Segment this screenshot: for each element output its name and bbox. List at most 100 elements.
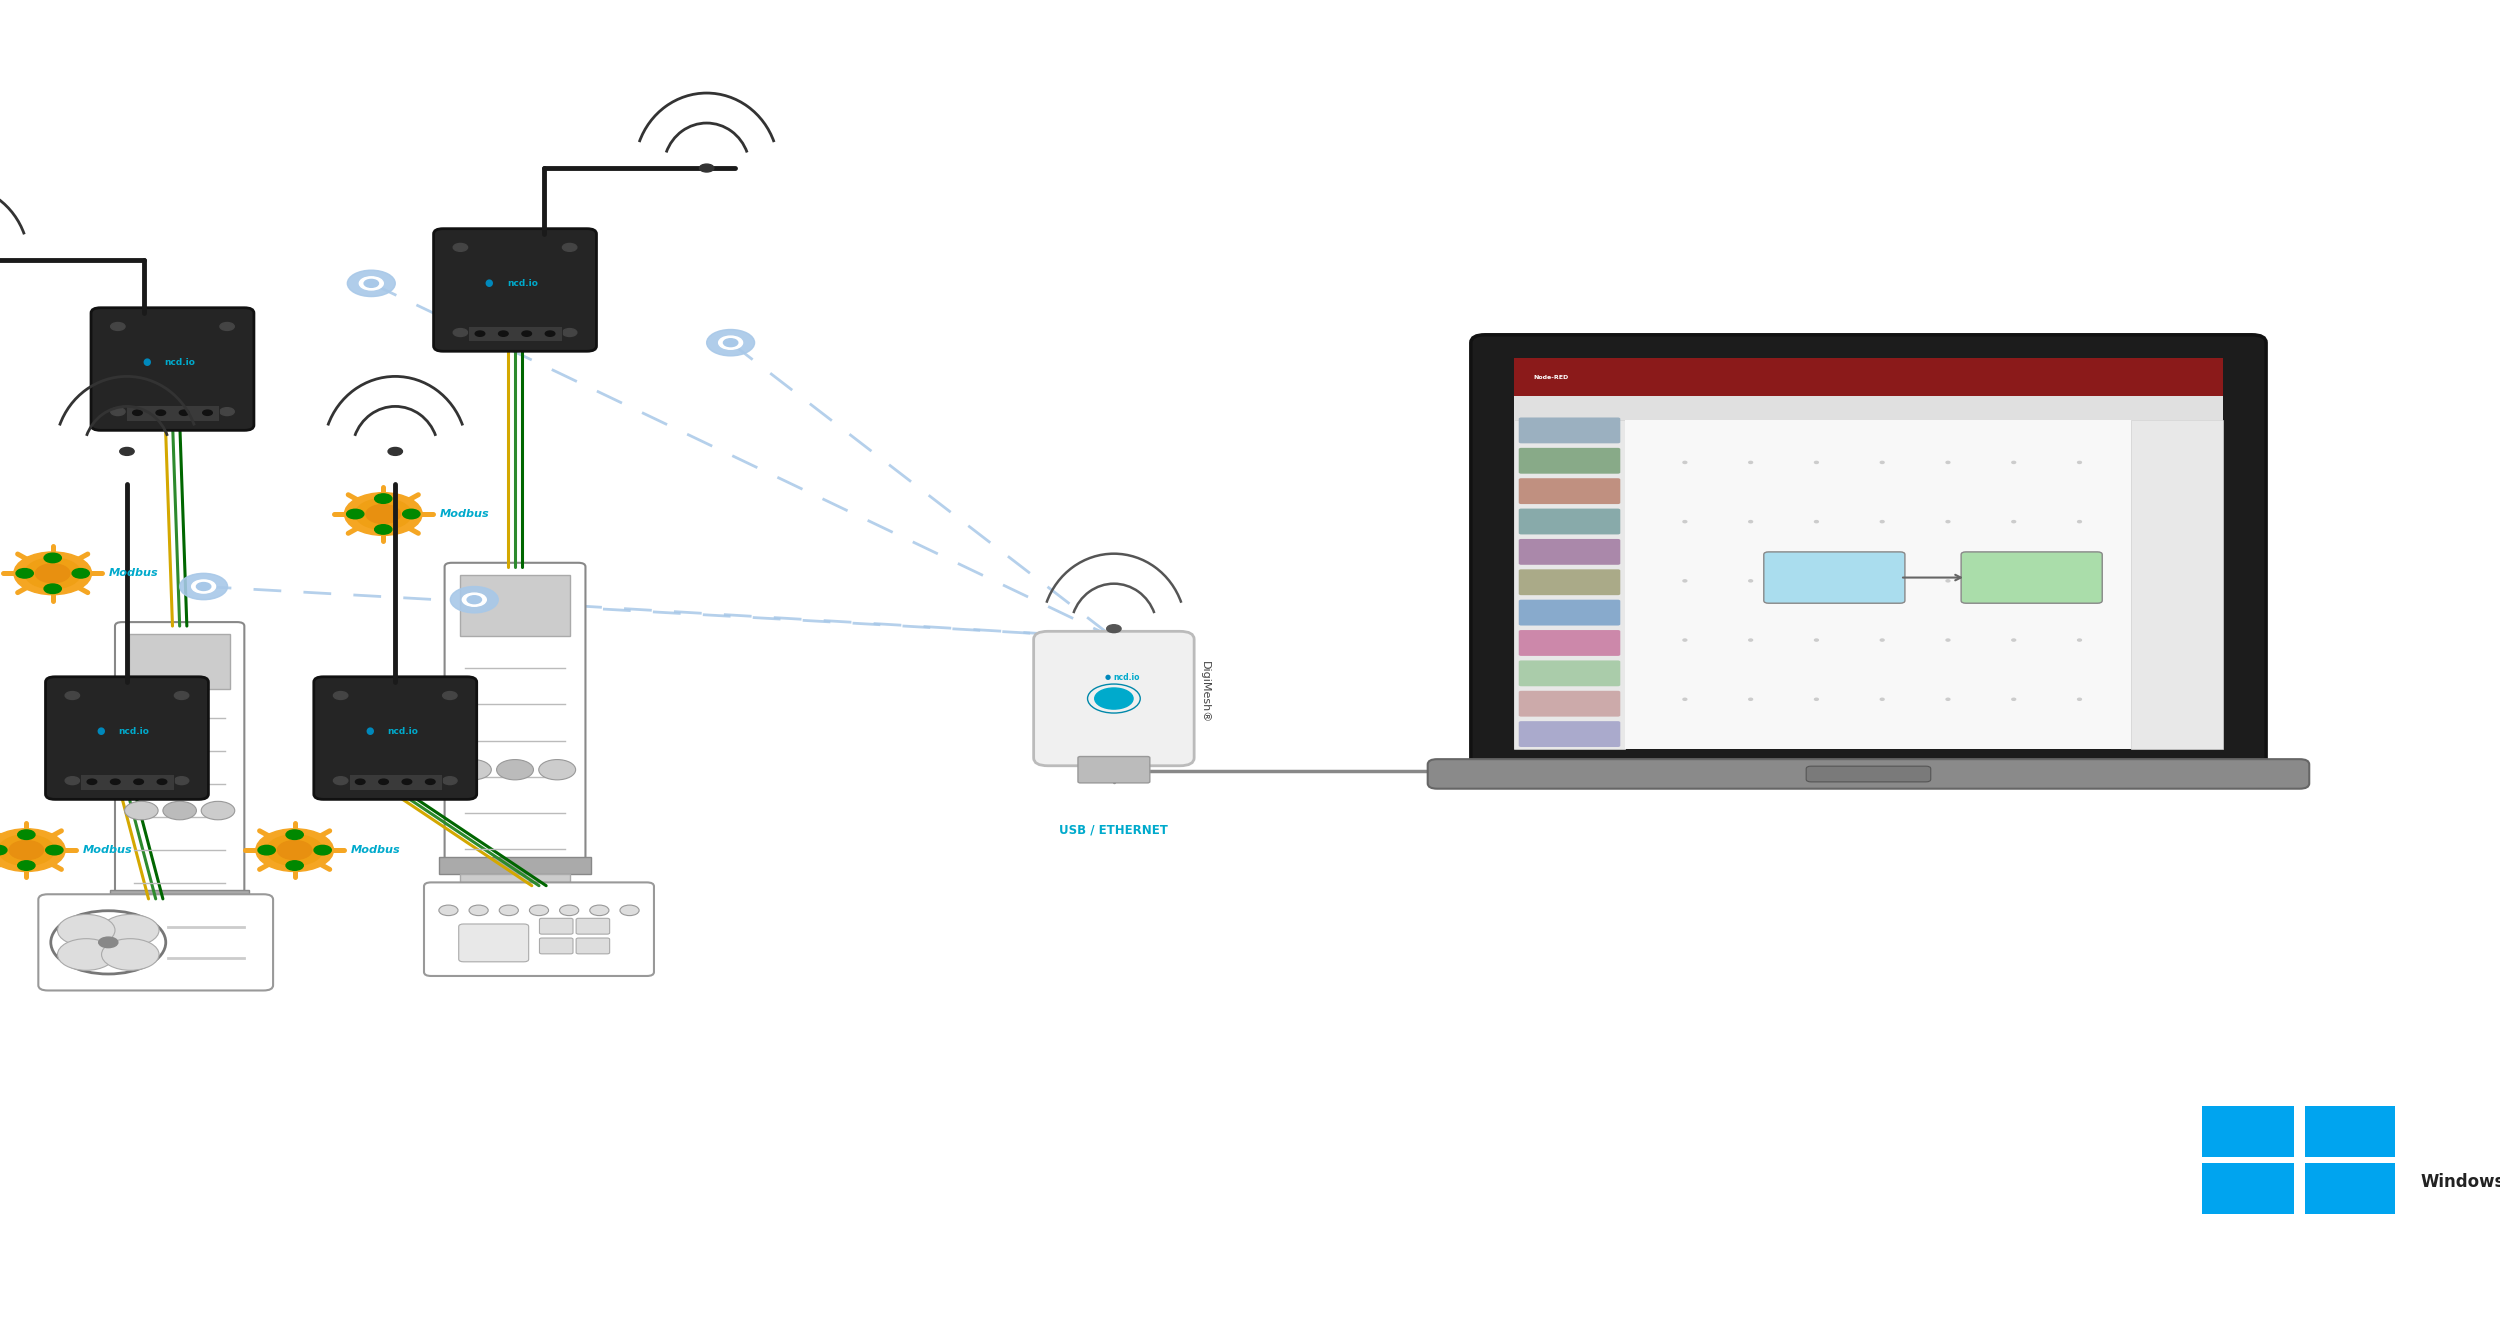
Circle shape xyxy=(278,841,312,859)
Text: ncd.io: ncd.io xyxy=(165,357,195,366)
Circle shape xyxy=(15,568,32,579)
Circle shape xyxy=(452,328,468,336)
Circle shape xyxy=(268,834,322,866)
Circle shape xyxy=(1748,639,1752,641)
Circle shape xyxy=(1682,521,1688,523)
Circle shape xyxy=(18,861,35,870)
Circle shape xyxy=(110,407,125,415)
Text: Windows: Windows xyxy=(2420,1173,2500,1191)
Circle shape xyxy=(2078,699,2082,700)
Circle shape xyxy=(45,554,63,563)
FancyBboxPatch shape xyxy=(125,405,220,420)
Circle shape xyxy=(35,564,70,583)
FancyBboxPatch shape xyxy=(1518,630,1620,656)
Circle shape xyxy=(498,331,508,336)
Circle shape xyxy=(1748,461,1752,464)
Circle shape xyxy=(388,448,402,456)
Circle shape xyxy=(498,759,532,780)
Circle shape xyxy=(200,801,235,820)
Circle shape xyxy=(25,558,80,589)
Circle shape xyxy=(718,336,742,349)
Circle shape xyxy=(1815,580,1818,583)
Circle shape xyxy=(442,692,458,700)
Circle shape xyxy=(522,331,532,336)
FancyBboxPatch shape xyxy=(1765,552,1905,604)
Circle shape xyxy=(175,776,190,784)
Circle shape xyxy=(475,331,485,336)
Circle shape xyxy=(348,509,365,519)
Circle shape xyxy=(375,494,392,503)
Circle shape xyxy=(380,779,388,784)
FancyBboxPatch shape xyxy=(1518,478,1620,503)
FancyBboxPatch shape xyxy=(80,774,172,789)
Circle shape xyxy=(2013,580,2015,583)
Circle shape xyxy=(1682,580,1688,583)
Circle shape xyxy=(440,905,458,916)
FancyBboxPatch shape xyxy=(2202,1162,2295,1214)
Circle shape xyxy=(332,776,348,784)
Circle shape xyxy=(285,830,302,840)
Circle shape xyxy=(452,244,468,252)
FancyBboxPatch shape xyxy=(575,938,610,954)
Circle shape xyxy=(1815,639,1818,641)
Circle shape xyxy=(1748,699,1752,700)
Text: USB / ETHERNET: USB / ETHERNET xyxy=(1060,824,1168,837)
Text: ●: ● xyxy=(365,726,372,737)
Circle shape xyxy=(1880,639,1885,641)
Circle shape xyxy=(462,593,488,606)
FancyBboxPatch shape xyxy=(2305,1162,2398,1214)
FancyBboxPatch shape xyxy=(460,874,570,891)
Circle shape xyxy=(348,270,395,297)
Circle shape xyxy=(202,410,212,415)
FancyBboxPatch shape xyxy=(2202,1106,2295,1157)
Circle shape xyxy=(110,779,120,784)
Circle shape xyxy=(1945,699,1950,700)
FancyBboxPatch shape xyxy=(1515,419,1625,749)
FancyBboxPatch shape xyxy=(540,919,572,934)
Circle shape xyxy=(132,410,142,415)
FancyBboxPatch shape xyxy=(540,938,572,954)
Circle shape xyxy=(545,331,555,336)
FancyBboxPatch shape xyxy=(432,229,598,351)
Circle shape xyxy=(1095,688,1132,709)
Circle shape xyxy=(2078,639,2082,641)
Circle shape xyxy=(1682,461,1688,464)
FancyBboxPatch shape xyxy=(38,894,272,991)
Circle shape xyxy=(562,244,578,252)
Circle shape xyxy=(442,776,458,784)
Circle shape xyxy=(2142,639,2148,641)
FancyBboxPatch shape xyxy=(1518,539,1620,565)
Circle shape xyxy=(285,861,302,870)
FancyBboxPatch shape xyxy=(1518,448,1620,473)
Text: Modbus: Modbus xyxy=(440,509,490,519)
Circle shape xyxy=(2142,699,2148,700)
Circle shape xyxy=(332,692,348,700)
Circle shape xyxy=(530,905,548,916)
FancyBboxPatch shape xyxy=(110,890,250,905)
Text: Node-RED: Node-RED xyxy=(1532,376,1568,380)
Circle shape xyxy=(158,779,168,784)
Circle shape xyxy=(2142,461,2148,464)
FancyBboxPatch shape xyxy=(1078,757,1150,783)
Circle shape xyxy=(58,915,115,946)
Circle shape xyxy=(620,905,640,916)
FancyBboxPatch shape xyxy=(1427,759,2310,788)
Circle shape xyxy=(18,830,35,840)
FancyBboxPatch shape xyxy=(1032,631,1195,766)
Circle shape xyxy=(1880,580,1885,583)
FancyBboxPatch shape xyxy=(315,676,478,799)
Text: Modbus: Modbus xyxy=(82,845,132,855)
Circle shape xyxy=(98,937,118,948)
Circle shape xyxy=(500,905,518,916)
Circle shape xyxy=(538,759,575,780)
FancyBboxPatch shape xyxy=(1518,569,1620,596)
Circle shape xyxy=(402,779,412,784)
Circle shape xyxy=(590,905,610,916)
Circle shape xyxy=(0,834,55,866)
Circle shape xyxy=(355,779,365,784)
Circle shape xyxy=(402,509,420,519)
Circle shape xyxy=(375,525,392,534)
Circle shape xyxy=(2078,461,2082,464)
Circle shape xyxy=(0,829,65,871)
Circle shape xyxy=(220,407,235,415)
